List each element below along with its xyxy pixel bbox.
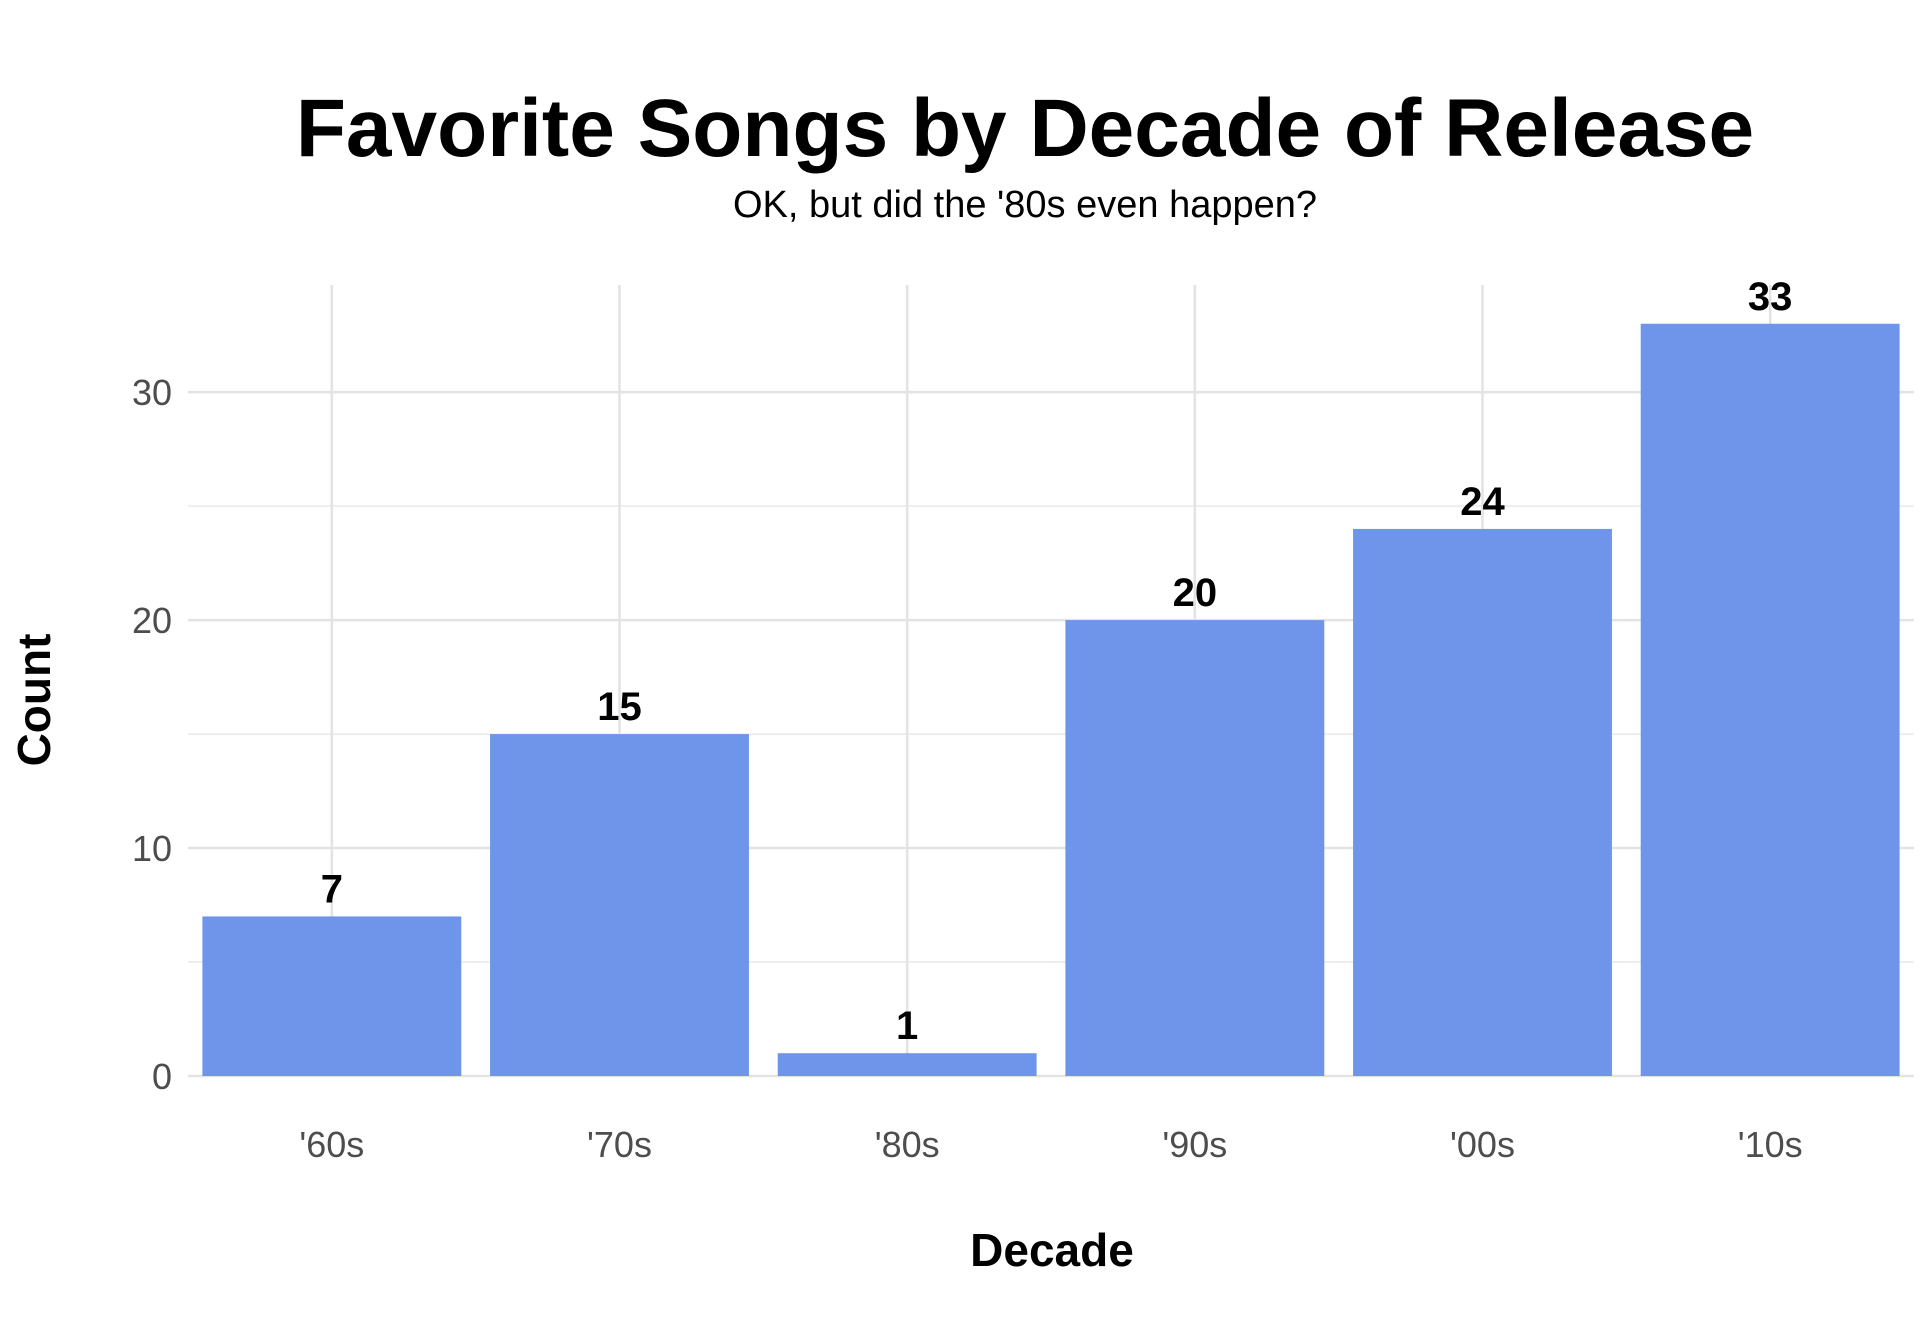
x-tick-label: '80s xyxy=(875,1124,940,1165)
data-label: 33 xyxy=(1748,275,1793,319)
x-tick-label: '90s xyxy=(1162,1124,1227,1165)
bars xyxy=(202,323,1900,1076)
bar xyxy=(777,1053,1037,1076)
x-tick-label: '60s xyxy=(299,1124,364,1165)
bar xyxy=(1353,528,1612,1076)
chart-subtitle: OK, but did the '80s even happen? xyxy=(732,184,1318,226)
x-tick-label: '00s xyxy=(1450,1124,1515,1165)
y-tick-label: 10 xyxy=(132,828,172,869)
data-labels: 7 15 1 20 24 33 xyxy=(321,275,1793,1048)
axes: 0 10 20 30 '60s '70s '80s '90s '00s '10s xyxy=(132,372,1803,1165)
data-label: 24 xyxy=(1460,480,1505,524)
data-label: 15 xyxy=(597,685,642,729)
y-tick-label: 0 xyxy=(152,1056,172,1097)
y-tick-label: 30 xyxy=(132,372,172,413)
x-axis-title: Decade xyxy=(970,1224,1134,1276)
x-tick-label: '10s xyxy=(1738,1124,1803,1165)
data-label: 7 xyxy=(321,867,343,911)
chart-title: Favorite Songs by Decade of Release xyxy=(295,83,1755,174)
data-label: 1 xyxy=(896,1004,918,1048)
x-tick-label: '70s xyxy=(587,1124,652,1165)
bar xyxy=(202,916,462,1076)
data-label: 20 xyxy=(1173,571,1218,615)
bar xyxy=(1065,620,1325,1076)
y-tick-label: 20 xyxy=(132,600,172,641)
bar xyxy=(490,734,749,1076)
y-axis-title: Count xyxy=(8,634,60,767)
bar xyxy=(1640,323,1900,1076)
